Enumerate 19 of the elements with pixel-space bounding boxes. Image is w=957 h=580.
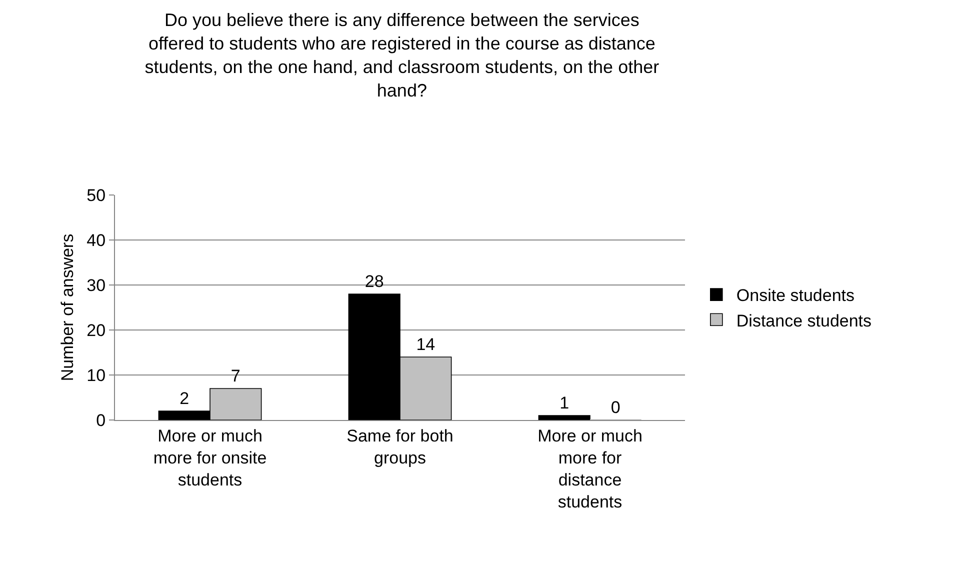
x-tick-label: Same for both groups: [346, 426, 454, 468]
y-tick-label: 30: [86, 276, 106, 295]
data-label: 2: [180, 389, 190, 408]
y-tick-label: 20: [86, 320, 106, 340]
y-axis-title: Number of answers: [58, 234, 78, 382]
chart-title: Do you believe there is any difference between the services offered to students who are registered in the course as distance students, on the one hand, and classroom students, on the other hand?: [144, 10, 660, 100]
data-label: 1: [560, 394, 570, 412]
y-tick-label: 10: [86, 366, 106, 385]
legend-label: Onsite students: [736, 286, 855, 306]
data-label: 14: [416, 335, 436, 354]
y-tick-label: 0: [96, 410, 106, 430]
y-tick-label: 50: [86, 186, 106, 205]
data-label: 28: [364, 272, 384, 291]
data-label: 7: [230, 366, 240, 386]
y-tick-label: 40: [86, 230, 106, 250]
x-tick-label: More or much more for onsite students: [153, 426, 267, 490]
legend-label: Distance students: [736, 311, 872, 330]
x-tick-label: More or much more for distance students: [538, 426, 642, 512]
data-label: 0: [610, 398, 620, 417]
